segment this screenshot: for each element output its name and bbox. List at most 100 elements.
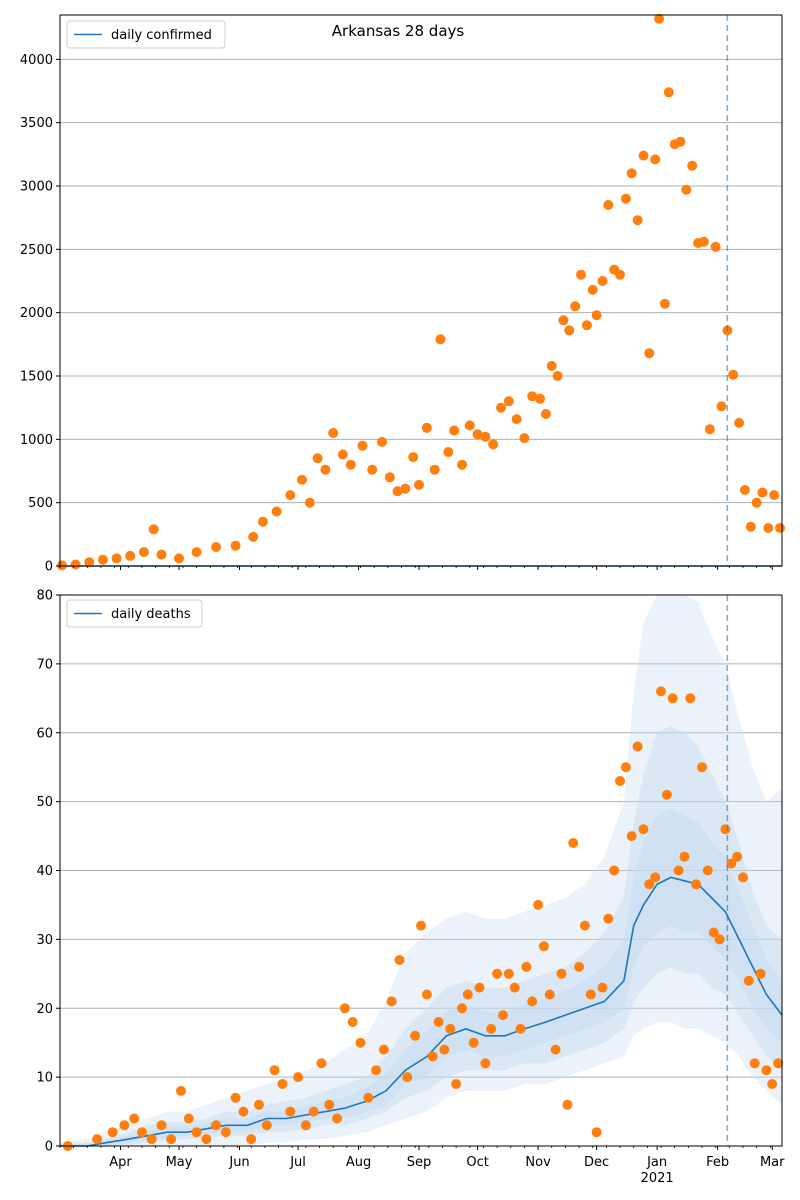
observed-point [597, 982, 608, 993]
observed-point [429, 464, 440, 475]
observed-point [480, 431, 491, 442]
observed-point [408, 452, 419, 463]
xtick-label: Mar [760, 1155, 785, 1170]
observed-point [300, 1120, 311, 1131]
observed-point [464, 420, 475, 431]
observed-point [755, 968, 766, 979]
observed-point [416, 920, 426, 931]
observed-point [626, 831, 637, 842]
observed-point [702, 865, 713, 876]
observed-point [615, 776, 625, 786]
observed-point [414, 479, 424, 490]
observed-point [324, 1099, 335, 1110]
observed-point [663, 87, 674, 98]
observed-point [656, 686, 666, 697]
ytick-label: 2500 [20, 243, 53, 258]
observed-point [486, 1023, 497, 1034]
observed-point [509, 982, 520, 993]
ytick-label: 50 [36, 795, 53, 810]
observed-point [585, 989, 596, 1000]
observed-point [515, 1023, 526, 1034]
observed-point [174, 553, 184, 564]
ytick-label: 30 [36, 933, 53, 948]
observed-point [564, 325, 575, 336]
ytick-label: 40 [36, 864, 53, 879]
ytick-label: 60 [36, 726, 53, 741]
ytick-label: 0 [45, 560, 53, 575]
observed-point [659, 298, 670, 309]
observed-point [632, 741, 643, 752]
observed-point [410, 1030, 421, 1041]
observed-point [433, 1017, 444, 1027]
observed-point [138, 547, 149, 558]
observed-point [708, 927, 719, 938]
ytick-label: 1500 [20, 370, 53, 385]
observed-point [183, 1113, 194, 1124]
observed-point [739, 485, 750, 495]
observed-point [277, 1079, 288, 1089]
observed-point [394, 955, 405, 965]
observed-point [749, 1058, 760, 1069]
observed-point [328, 428, 339, 438]
observed-point [70, 559, 81, 570]
observed-point [773, 1058, 784, 1069]
observed-point [176, 1085, 186, 1096]
observed-point [675, 136, 686, 147]
xtick-label: Aug [346, 1155, 371, 1170]
observed-point [363, 1092, 374, 1103]
observed-point [421, 422, 432, 433]
observed-point [556, 968, 567, 979]
observed-point [728, 369, 739, 380]
observed-point [451, 1079, 462, 1089]
observed-point [603, 200, 614, 210]
xtick-label: Nov [525, 1155, 551, 1170]
observed-point [527, 996, 538, 1007]
observed-point [620, 762, 631, 773]
observed-point [156, 1120, 167, 1131]
observed-point [166, 1134, 177, 1145]
observed-point [386, 996, 397, 1007]
observed-point [320, 464, 331, 475]
observed-point [269, 1065, 280, 1076]
observed-point [581, 320, 592, 331]
observed-point [271, 506, 282, 517]
observed-point [638, 824, 649, 835]
observed-point [679, 851, 690, 862]
observed-point [312, 453, 323, 464]
observed-point [673, 865, 684, 876]
observed-point [443, 447, 454, 457]
band-middle [60, 725, 782, 1146]
observed-point [148, 524, 159, 535]
xtick-label: Jul [289, 1155, 306, 1170]
observed-point [492, 968, 503, 979]
legend-deaths-box [66, 599, 203, 628]
observed-point [367, 464, 378, 475]
observed-point [650, 154, 661, 165]
observed-point [710, 241, 721, 252]
observed-point [84, 557, 95, 568]
observed-point [355, 1037, 366, 1048]
observed-point [638, 150, 649, 161]
observed-point [384, 472, 395, 483]
observed-point [293, 1072, 304, 1083]
observed-point [457, 459, 467, 470]
observed-point [191, 547, 202, 558]
observed-point [538, 941, 549, 952]
ytick-label: 20 [36, 1002, 53, 1017]
panel-confirmed-xticks [59, 566, 773, 570]
observed-point [751, 497, 762, 508]
observed-point [540, 409, 551, 419]
observed-point [620, 193, 631, 204]
panel-confirmed: 0 500 1000 1500 2000 2500 3000 3500 4000 Arkansa… [20, 13, 785, 575]
observed-point [644, 879, 655, 890]
ytick-label: 0 [45, 1140, 53, 1155]
observed-point [308, 1106, 319, 1117]
observed-point [371, 1065, 382, 1076]
observed-point [472, 429, 483, 440]
panel-confirmed-yticks: 0 500 1000 1500 2000 2500 3000 3500 4000 [20, 53, 60, 575]
observed-point [92, 1134, 103, 1145]
observed-point [576, 269, 586, 280]
xtick-label: Jun [228, 1155, 249, 1170]
observed-point [496, 402, 506, 413]
observed-point [449, 425, 460, 436]
